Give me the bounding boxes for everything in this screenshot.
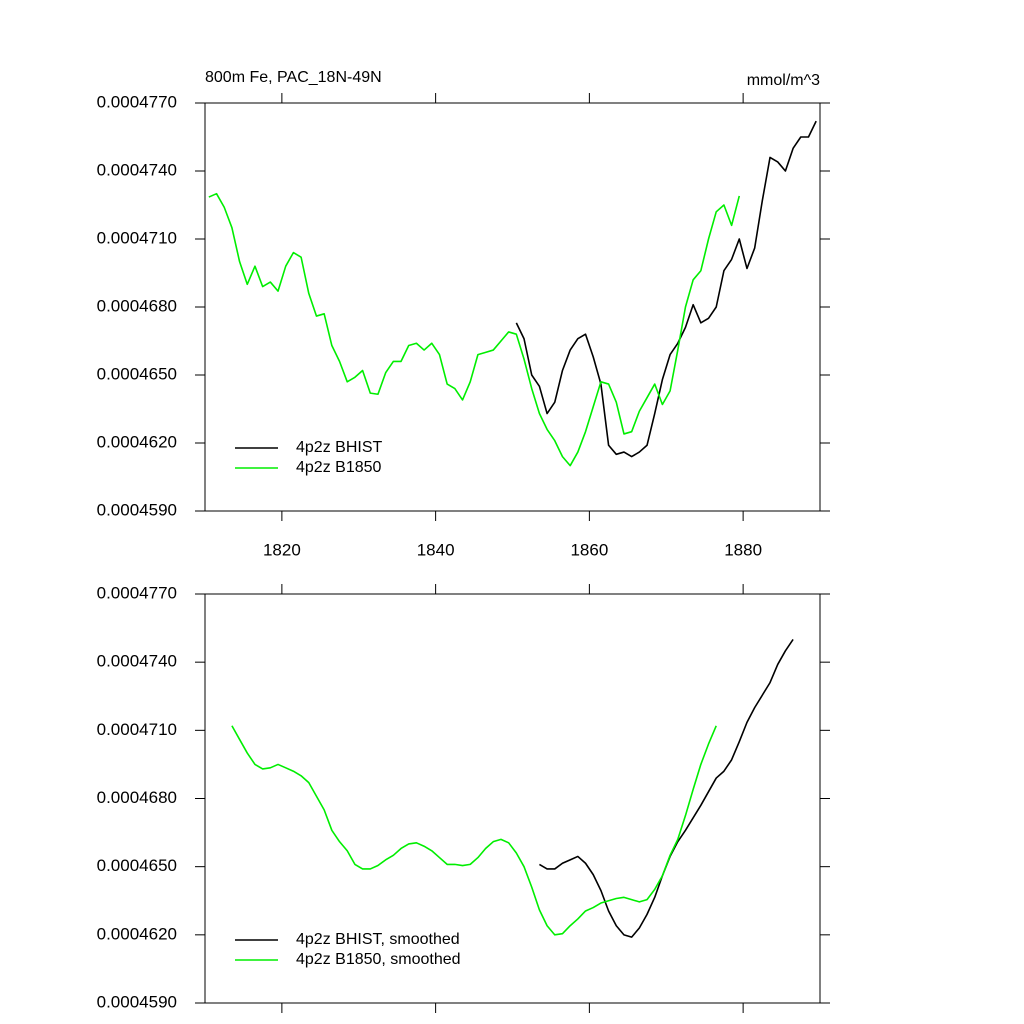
y-tick-label: 0.0004590 [97, 992, 177, 1011]
data-line [539, 638, 794, 938]
legend-label: 4p2z B1850, smoothed [296, 951, 461, 968]
y-tick-label: 0.0004770 [97, 92, 177, 111]
legend-label: 4p2z BHIST [296, 439, 382, 456]
x-tick-label: 1840 [417, 540, 455, 559]
y-tick-label: 0.0004770 [97, 583, 177, 602]
y-tick-label: 0.0004740 [97, 160, 177, 179]
x-tick-label: 1860 [570, 540, 608, 559]
y-tick-label: 0.0004710 [97, 228, 177, 247]
legend-label: 4p2z BHIST, smoothed [296, 931, 460, 948]
y-tick-label: 0.0004680 [97, 296, 177, 315]
chart-title: 800m Fe, PAC_18N-49N [205, 69, 382, 86]
y-tick-label: 0.0004680 [97, 788, 177, 807]
y-tick-label: 0.0004590 [97, 500, 177, 519]
units-label: mmol/m^3 [747, 72, 820, 89]
y-tick-label: 0.0004620 [97, 924, 177, 943]
data-line [515, 120, 817, 458]
y-tick-label: 0.0004620 [97, 432, 177, 451]
data-line [231, 725, 717, 936]
y-tick-label: 0.0004650 [97, 856, 177, 875]
legend-label: 4p2z B1850 [296, 459, 382, 476]
y-tick-label: 0.0004710 [97, 720, 177, 739]
y-tick-label: 0.0004650 [97, 364, 177, 383]
data-line [208, 192, 741, 467]
y-tick-label: 0.0004740 [97, 652, 177, 671]
x-tick-label: 1880 [724, 540, 762, 559]
x-tick-label: 1820 [263, 540, 301, 559]
